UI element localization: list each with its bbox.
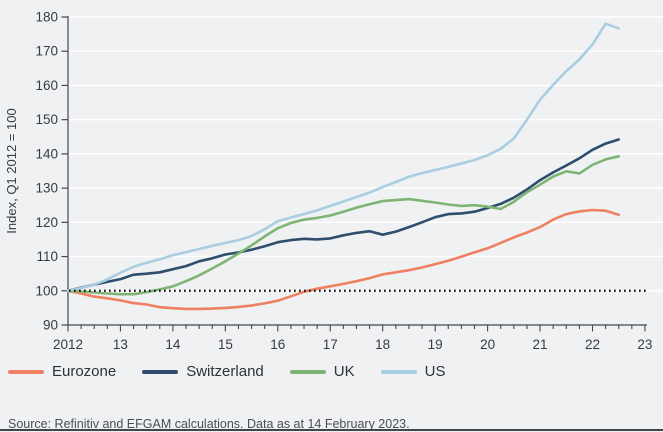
x-tick-label-2014: 14 xyxy=(165,337,181,352)
legend-item-switzerland: Switzerland xyxy=(142,361,264,383)
y-tick-label-170: 170 xyxy=(35,44,58,59)
x-tick-label-2020: 20 xyxy=(480,337,495,352)
x-tick-label-2013: 13 xyxy=(113,337,128,352)
series-line-us xyxy=(66,22,621,293)
legend-swatch-us xyxy=(380,370,417,374)
y-tick-label-120: 120 xyxy=(35,215,58,230)
legend-label-switzerland: Switzerland xyxy=(186,363,264,380)
legend-swatch-uk xyxy=(289,370,326,374)
x-tick-label-2017: 17 xyxy=(323,337,338,352)
y-axis-title: Index, Q1 2012 = 100 xyxy=(4,108,19,233)
y-tick-label-130: 130 xyxy=(35,181,58,196)
legend-swatch-switzerland xyxy=(142,370,179,374)
y-tick-label-140: 140 xyxy=(35,146,58,161)
x-tick-label-2016: 16 xyxy=(270,337,285,352)
legend-item-us: US xyxy=(380,361,446,383)
bottom-border xyxy=(0,429,663,431)
legend-item-eurozone: Eurozone xyxy=(8,361,116,383)
legend-label-us: US xyxy=(424,363,446,380)
y-tick-label-90: 90 xyxy=(43,318,58,333)
x-tick-label-2012: 2012 xyxy=(53,337,83,352)
x-tick-label-2022: 22 xyxy=(585,337,600,352)
y-tick-label-180: 180 xyxy=(35,10,58,25)
x-tick-label-2021: 21 xyxy=(533,337,548,352)
house-price-index-chart: 90 100 110 120 130 140 150 160 170 180 2012 13 14 15 1… xyxy=(4,10,663,352)
series-line-uk xyxy=(66,155,621,296)
y-tick-label-150: 150 xyxy=(35,112,58,127)
y-tick-label-160: 160 xyxy=(35,78,58,93)
legend-item-uk: UK xyxy=(289,361,355,383)
legend-label-uk: UK xyxy=(333,363,355,380)
chart-canvas: 90 100 110 120 130 140 150 160 170 180 2012 13 14 15 1… xyxy=(4,10,663,352)
series-line-switzerland xyxy=(66,138,621,293)
series-line-eurozone xyxy=(66,208,621,311)
chart-legend: Eurozone Switzerland UK US xyxy=(8,361,445,383)
y-tick-label-110: 110 xyxy=(36,249,58,264)
source-note: Source: Refinitiv and EFGAM calculations… xyxy=(8,416,410,431)
x-tick-label-2019: 19 xyxy=(428,337,443,352)
x-tick-label-2018: 18 xyxy=(375,337,390,352)
y-tick-label-100: 100 xyxy=(35,283,58,298)
x-tick-label-2023: 23 xyxy=(637,337,652,352)
legend-swatch-eurozone xyxy=(8,370,44,374)
x-tick-label-2015: 15 xyxy=(218,337,233,352)
legend-label-eurozone: Eurozone xyxy=(52,363,117,380)
